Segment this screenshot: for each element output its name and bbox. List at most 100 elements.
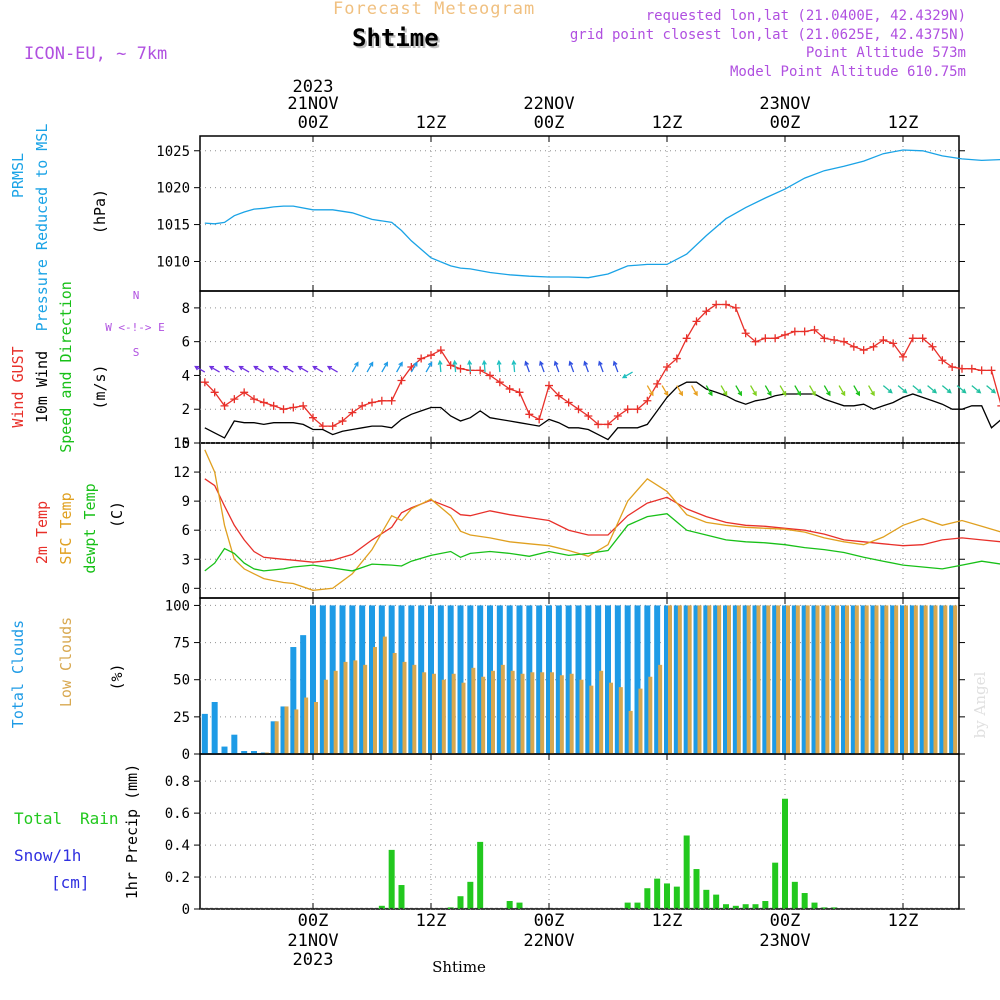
wind-direction-arrow xyxy=(764,385,772,397)
cloud-bar-total xyxy=(565,605,572,754)
y-tick-label: 1020 xyxy=(156,181,190,197)
gust-marker xyxy=(672,354,681,363)
bottom-year-label: 2023 xyxy=(293,950,334,970)
wind-direction-arrow xyxy=(971,385,982,394)
ylabel-unit: (C) xyxy=(108,501,126,528)
wind-direction-arrow xyxy=(511,359,517,373)
top-hour-label: 00Z xyxy=(770,113,801,133)
cloud-bar-low xyxy=(687,605,692,754)
cloud-bar-low xyxy=(569,673,574,754)
y-tick-label: 0 xyxy=(182,436,190,452)
cloud-bar-low xyxy=(913,605,918,754)
y-tick-label: 100 xyxy=(165,598,190,614)
gust-marker xyxy=(898,352,907,361)
cloud-bar-total xyxy=(349,605,356,754)
wind-direction-arrow xyxy=(598,360,604,373)
gust-marker xyxy=(427,351,435,360)
cloud-bar-total xyxy=(722,605,729,754)
gust-marker xyxy=(967,364,976,373)
cloud-bar-low xyxy=(353,660,358,754)
cloud-bar-low xyxy=(854,605,859,754)
wind-direction-arrow xyxy=(853,385,861,397)
gust-marker xyxy=(584,411,593,420)
wind-direction-arrow xyxy=(705,385,713,397)
top-date-label: 22NOV xyxy=(523,94,574,114)
rain-bar xyxy=(516,902,523,909)
gust-marker xyxy=(259,398,268,407)
cloud-bar-total xyxy=(683,605,690,754)
gust-marker xyxy=(505,384,514,393)
gust-marker xyxy=(230,395,239,404)
cloud-bar-total xyxy=(644,605,651,754)
rain-bar xyxy=(506,901,513,909)
wind-direction-arrow xyxy=(437,359,443,373)
y-tick-label: 15 xyxy=(173,436,190,452)
gust-marker xyxy=(879,335,888,344)
cloud-bar-low xyxy=(884,605,889,754)
wind-direction-arrow xyxy=(410,361,418,373)
panel-frame xyxy=(199,135,960,292)
cloud-bar-low xyxy=(667,605,672,754)
gust-marker xyxy=(997,405,1000,407)
ylabel-low-clouds: Low Clouds xyxy=(57,617,75,707)
cloud-bar-low xyxy=(717,605,722,754)
ylabel-total-clouds: Total Clouds xyxy=(9,620,27,728)
watermark: by Angel xyxy=(971,671,989,738)
gust-marker xyxy=(279,405,288,414)
requested-coords: requested lon,lat (21.0400E, 42.4329N) xyxy=(645,8,966,24)
legend-snow: Snow/1h xyxy=(14,846,81,865)
wind-direction-arrow xyxy=(452,359,458,373)
top-hour-label: 00Z xyxy=(298,113,329,133)
cloud-bar-low xyxy=(933,605,938,754)
top-year-label: 2023 xyxy=(293,77,334,97)
cloud-bar-total xyxy=(742,605,749,754)
compass-south: S xyxy=(133,346,140,359)
gust-marker xyxy=(800,327,809,336)
wind-direction-arrow xyxy=(351,361,359,373)
series-line-temperature-2 xyxy=(204,513,1000,572)
gust-marker xyxy=(928,342,937,351)
y-tick-label: 75 xyxy=(173,636,190,652)
cloud-bar-total xyxy=(339,605,346,754)
cloud-bar-total xyxy=(329,605,336,754)
cloud-bar-low xyxy=(402,661,407,754)
gust-marker xyxy=(594,420,603,429)
gust-marker xyxy=(702,307,711,316)
cloud-bar-low xyxy=(835,605,840,754)
gust-marker xyxy=(515,388,524,397)
y-tick-label: 0.6 xyxy=(165,806,190,822)
cloud-bar-total xyxy=(614,605,621,754)
cloud-bar-low xyxy=(549,672,554,754)
panel-wind: 0 2 4 6 8 Wind GUST 10m Wind Speed and Directio… xyxy=(9,281,1000,453)
cloud-bar-total xyxy=(418,605,425,754)
cloud-bar-low xyxy=(451,673,456,754)
cloud-bar-total xyxy=(781,605,788,754)
gust-marker xyxy=(721,300,730,309)
cloud-bar-low xyxy=(431,673,436,754)
gust-marker xyxy=(348,408,357,417)
footer-location: Shtime xyxy=(432,958,486,976)
cloud-bar-total xyxy=(221,746,228,754)
cloud-bar-low xyxy=(520,673,525,754)
rain-bar xyxy=(831,907,838,909)
cloud-bar-total xyxy=(831,605,838,754)
rain-bar xyxy=(624,902,631,909)
wind-direction-arrow xyxy=(539,360,545,373)
rain-bar xyxy=(477,841,484,909)
cloud-bar-total xyxy=(860,605,867,754)
gust-marker xyxy=(820,334,829,343)
panel-precipitation: 0 0.2 0.4 0.6 0.8 1hr Precip (mm) Total Rain Sno… xyxy=(14,753,965,918)
gust-marker xyxy=(299,401,308,410)
cloud-bar-low xyxy=(756,605,761,754)
cloud-bar-low xyxy=(844,605,849,754)
wind-direction-arrow xyxy=(366,361,374,373)
cloud-bar-total xyxy=(654,605,661,754)
series-line-wind-0 xyxy=(204,303,1000,427)
cloud-bar-total xyxy=(811,605,818,754)
gust-marker xyxy=(554,391,563,400)
cloud-bar-low xyxy=(530,672,535,754)
top-hour-label: 12Z xyxy=(416,113,447,133)
wind-direction-arrow xyxy=(194,365,206,373)
cloud-bar-total xyxy=(880,605,887,754)
cloud-bar-low xyxy=(923,605,928,754)
